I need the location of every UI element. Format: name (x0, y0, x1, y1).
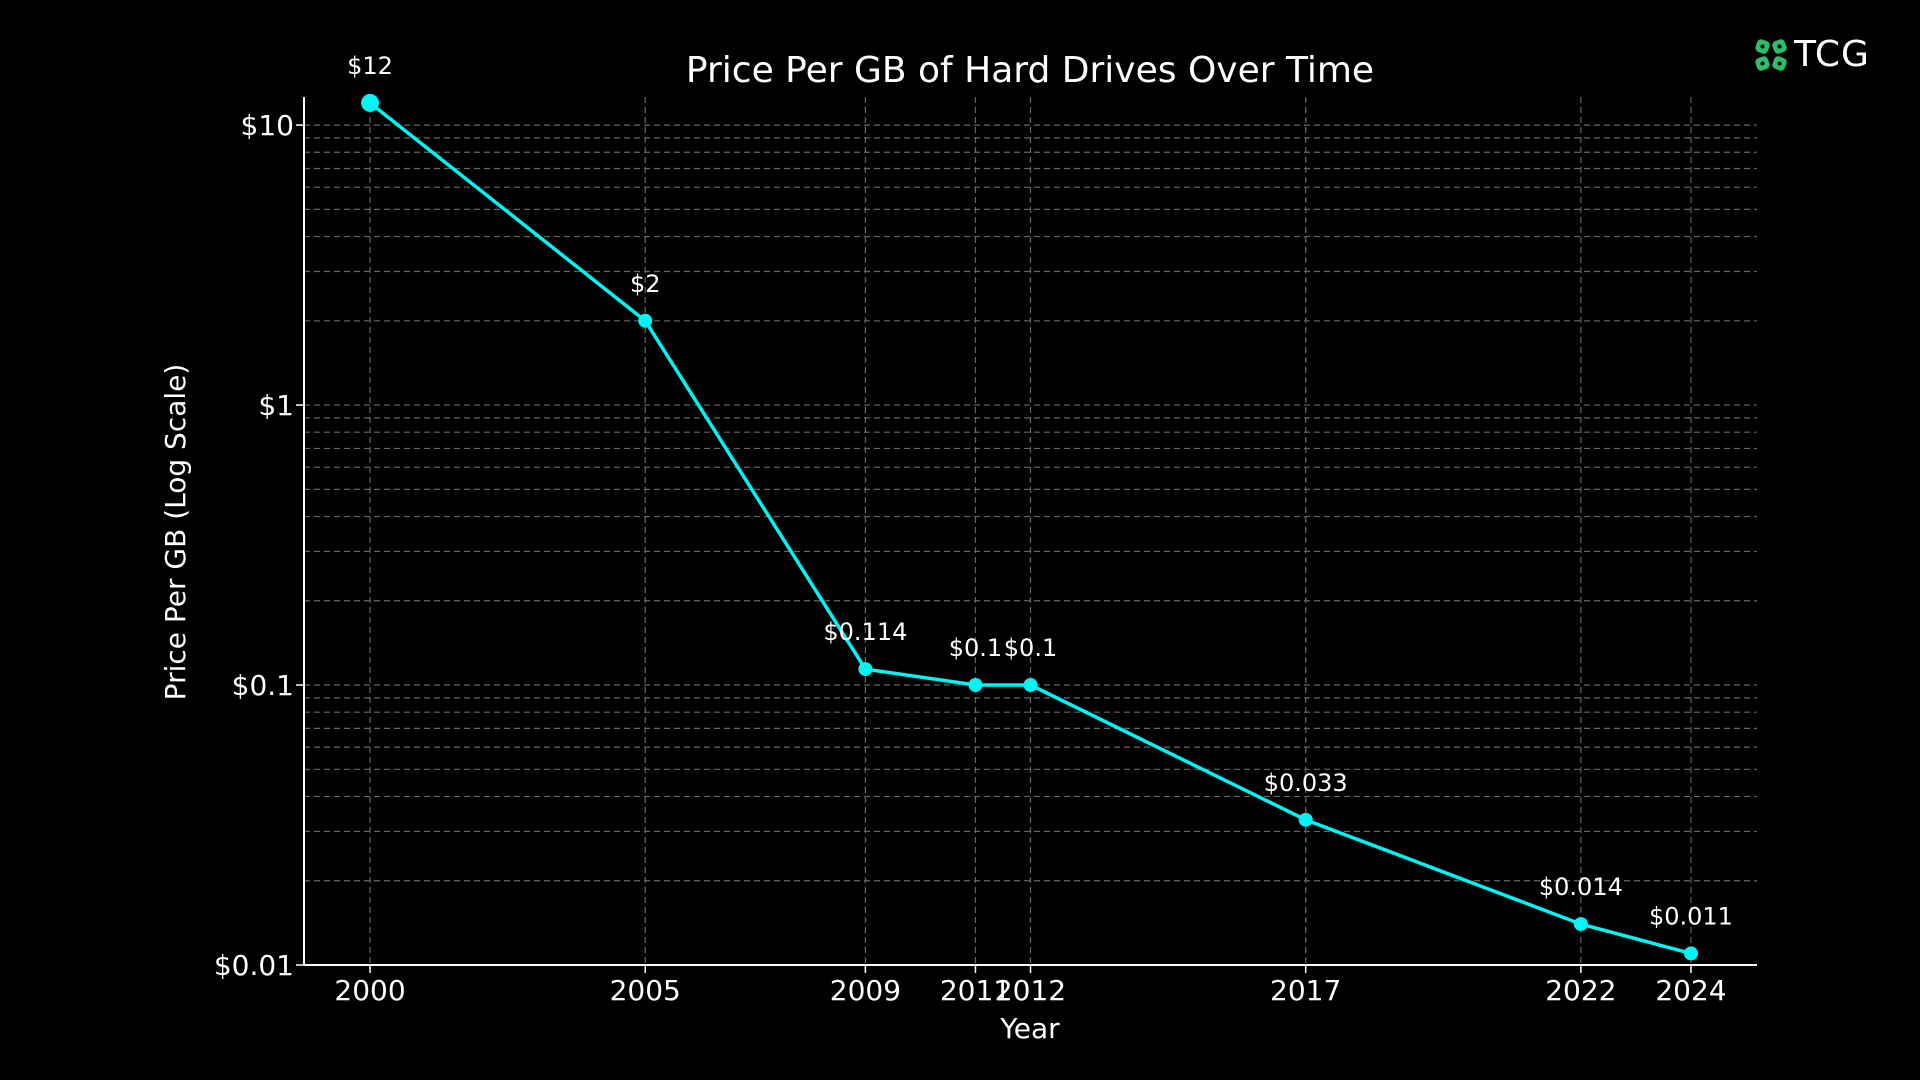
x-tick-label: 2009 (830, 974, 901, 1007)
y-tick-label: $10 (241, 109, 294, 142)
y-ticks: $10 $1 $0.1 $0.01 (214, 109, 304, 982)
x-axis-label: Year (999, 1012, 1060, 1045)
data-point (1023, 678, 1038, 693)
x-tick-label: 2017 (1270, 974, 1341, 1007)
data-point (968, 678, 983, 693)
grid (304, 97, 1757, 966)
x-tick-label: 2022 (1545, 974, 1616, 1007)
data-label: $0.1 (949, 634, 1002, 662)
y-tick-label: $0.1 (232, 669, 294, 702)
y-axis-label: Price Per GB (Log Scale) (159, 364, 192, 701)
data-label: $2 (630, 270, 661, 298)
data-point (1683, 946, 1698, 961)
series: $12 $2 $0.114 $0.1 $0.1 $0.033 $0.014 $0.011 (347, 52, 1733, 961)
y-tick-label: $1 (258, 389, 294, 422)
x-tick-label: 2024 (1655, 974, 1726, 1007)
y-tick-label: $0.01 (214, 949, 294, 982)
logo: TCG (1754, 34, 1870, 75)
data-point (1573, 917, 1588, 932)
data-label: $0.114 (823, 618, 907, 646)
clover-icon (1755, 38, 1787, 71)
data-point (361, 93, 380, 112)
data-point (638, 313, 653, 328)
data-label: $12 (347, 52, 393, 80)
data-point (858, 662, 873, 677)
data-label: $0.014 (1539, 873, 1623, 901)
x-tick-label: 2000 (334, 974, 405, 1007)
logo-text: TCG (1794, 34, 1870, 75)
data-label: $0.011 (1649, 902, 1733, 930)
x-tick-label: 2005 (610, 974, 681, 1007)
x-tick-label: 2012 (995, 974, 1066, 1007)
data-point (1298, 812, 1313, 827)
data-label: $0.033 (1264, 769, 1348, 797)
chart-title: Price Per GB of Hard Drives Over Time (686, 50, 1374, 91)
series-line (368, 101, 1692, 956)
data-label: $0.1 (1004, 634, 1057, 662)
x-tick-label: 2011 (940, 974, 1011, 1007)
